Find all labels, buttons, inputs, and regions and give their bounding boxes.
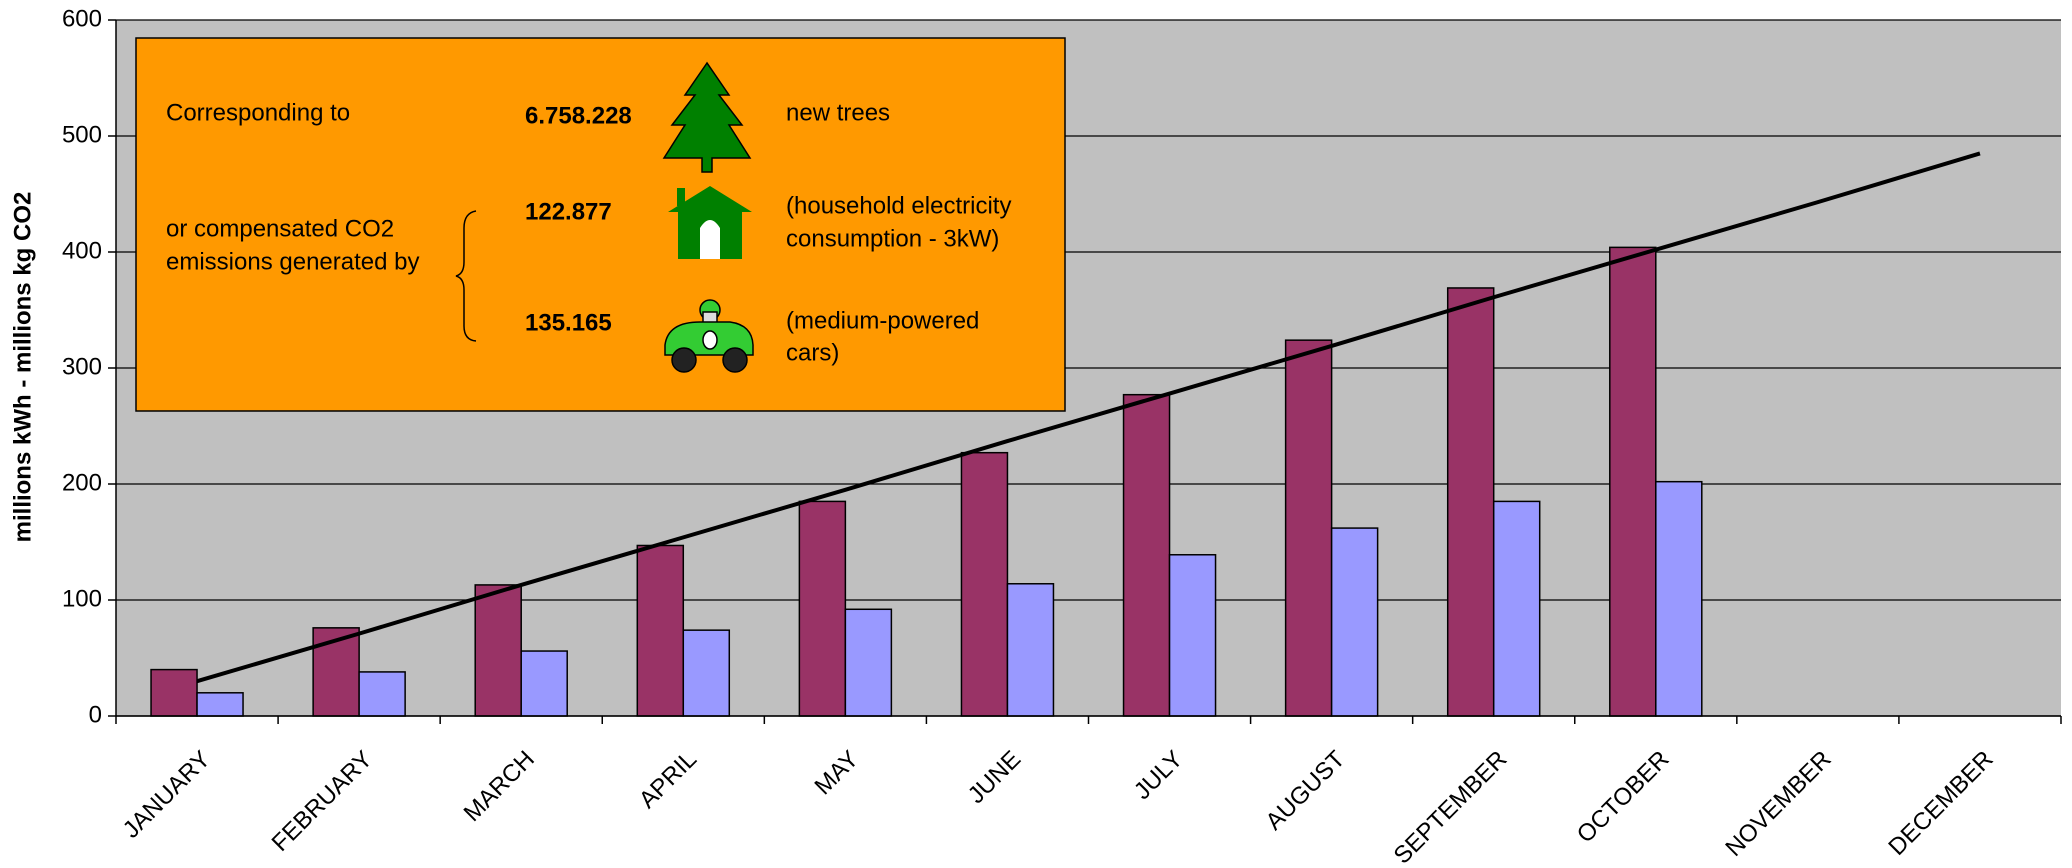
bar: [1330, 527, 1379, 717]
x-tick-label: MARCH: [459, 746, 540, 827]
car-icon: [664, 299, 754, 373]
x-tick-label: JANUARY: [118, 746, 216, 844]
info-label: (household electricity: [786, 192, 1011, 219]
trend-line: [196, 151, 1981, 684]
x-tick-label: JULY: [1129, 746, 1188, 805]
x-tick-label: NOVEMBER: [1720, 746, 1836, 862]
bar: [1168, 554, 1217, 717]
info-or-text: emissions generated by: [166, 248, 419, 275]
bar: [960, 451, 1009, 717]
brace: [455, 210, 477, 342]
x-tick-label: APRIL: [634, 746, 702, 814]
bar: [1655, 480, 1703, 717]
x-tick-label: AUGUST: [1261, 745, 1351, 835]
info-number: 122.877: [525, 198, 612, 225]
x-tick-label: DECEMBER: [1883, 746, 1998, 861]
y-axis-label: millions kWh - millions kg CO2: [9, 192, 36, 543]
y-tick-label: 100: [62, 585, 102, 612]
bar: [844, 608, 893, 717]
bar: [1006, 583, 1055, 717]
y-tick-label: 400: [62, 237, 102, 264]
y-tick-label: 0: [89, 701, 102, 728]
bar: [1446, 287, 1495, 717]
info-box: [135, 37, 1066, 412]
x-tick-label: FEBRUARY: [267, 746, 378, 857]
info-intro: Corresponding to: [166, 99, 350, 126]
info-or-text: or compensated CO2: [166, 215, 394, 242]
bar: [474, 584, 522, 717]
y-tick-label: 300: [62, 353, 102, 380]
bar: [682, 629, 731, 717]
house-icon: [668, 186, 752, 259]
info-label: (medium-powered: [786, 307, 979, 334]
bar: [520, 650, 568, 717]
bar: [1492, 500, 1541, 717]
x-tick-label: OCTOBER: [1572, 746, 1675, 849]
info-label: new trees: [786, 99, 890, 126]
y-tick-label: 200: [62, 469, 102, 496]
info-label: cars): [786, 339, 839, 366]
bar: [358, 671, 406, 717]
y-tick-label: 600: [62, 5, 102, 32]
info-label: consumption - 3kW): [786, 225, 999, 252]
y-tick-label: 500: [62, 121, 102, 148]
info-number: 6.758.228: [525, 102, 632, 129]
tree-icon: [662, 61, 752, 173]
bar: [196, 692, 244, 717]
bar: [636, 544, 685, 717]
info-number: 135.165: [525, 309, 612, 336]
x-tick-label: JUNE: [963, 746, 1026, 809]
bar: [798, 500, 847, 717]
bar: [1122, 393, 1171, 717]
bar: [1284, 339, 1333, 717]
bar: [1609, 246, 1657, 717]
x-tick-label: MAY: [809, 746, 864, 801]
bar: [150, 668, 198, 717]
x-tick-label: SEPTEMBER: [1389, 746, 1513, 868]
